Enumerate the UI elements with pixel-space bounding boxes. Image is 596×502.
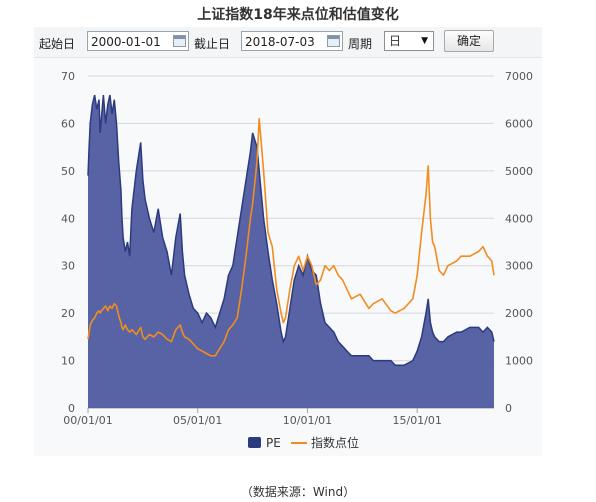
- y-left-tick-label: 30: [61, 260, 75, 273]
- y-right-tick-label: 0: [505, 402, 512, 415]
- y-right-tick-label: 3000: [505, 260, 533, 273]
- source-note: （数据来源：Wind）: [240, 485, 356, 499]
- legend-index-label: 指数点位: [311, 435, 359, 450]
- period-label: 周期: [348, 37, 373, 51]
- end-date-label: 截止日: [194, 37, 231, 51]
- date-range-toolbar: 起始日 2000-01-01 截止日 2018-07-03 周期 日 ▼ 确定: [34, 27, 542, 58]
- y-left-tick-label: 10: [61, 355, 75, 368]
- pe-index-chart: 0 10 20 30 40 50 60 70 0 1000 2000 3000 4000 5000 6000…: [61, 70, 533, 450]
- x-tick-label: 15/01/01: [392, 414, 441, 427]
- calendar-icon[interactable]: [327, 35, 340, 47]
- y-left-tick-label: 50: [61, 165, 75, 178]
- start-date-field[interactable]: 2000-01-01: [87, 31, 189, 51]
- y-left-tick-label: 0: [68, 402, 75, 415]
- start-date-value: 2000-01-01: [91, 35, 161, 49]
- y-right-tick-label: 2000: [505, 307, 533, 320]
- index-line-series: [87, 117, 495, 357]
- pe-line-series: [87, 94, 495, 367]
- y-right-tick-label: 1000: [505, 355, 533, 368]
- confirm-button[interactable]: 确定: [444, 30, 494, 52]
- x-tick-label: 00/01/01: [63, 414, 112, 427]
- y-right-tick-label: 7000: [505, 70, 533, 83]
- pe-area-series: [88, 95, 494, 408]
- chevron-down-icon: ▼: [421, 36, 428, 46]
- chart-title: 上证指数18年来点位和估值变化: [197, 7, 399, 23]
- x-tick-label: 05/01/01: [173, 414, 222, 427]
- y-left-tick-label: 60: [61, 117, 75, 130]
- start-date-label: 起始日: [39, 37, 76, 51]
- y-left-tick-label: 40: [61, 212, 75, 225]
- legend-pe-swatch: [248, 437, 261, 448]
- period-select[interactable]: 日 ▼: [384, 31, 434, 51]
- y-right-tick-label: 5000: [505, 165, 533, 178]
- y-left-tick-label: 20: [61, 307, 75, 320]
- y-left-tick-label: 70: [61, 70, 75, 83]
- y-right-tick-label: 4000: [505, 212, 533, 225]
- calendar-icon[interactable]: [173, 35, 186, 47]
- y-right-tick-label: 6000: [505, 117, 533, 130]
- x-tick-label: 10/01/01: [283, 414, 332, 427]
- end-date-value: 2018-07-03: [245, 35, 315, 49]
- end-date-field[interactable]: 2018-07-03: [241, 31, 343, 51]
- period-select-value: 日: [389, 34, 402, 48]
- legend-pe-label: PE: [266, 436, 281, 450]
